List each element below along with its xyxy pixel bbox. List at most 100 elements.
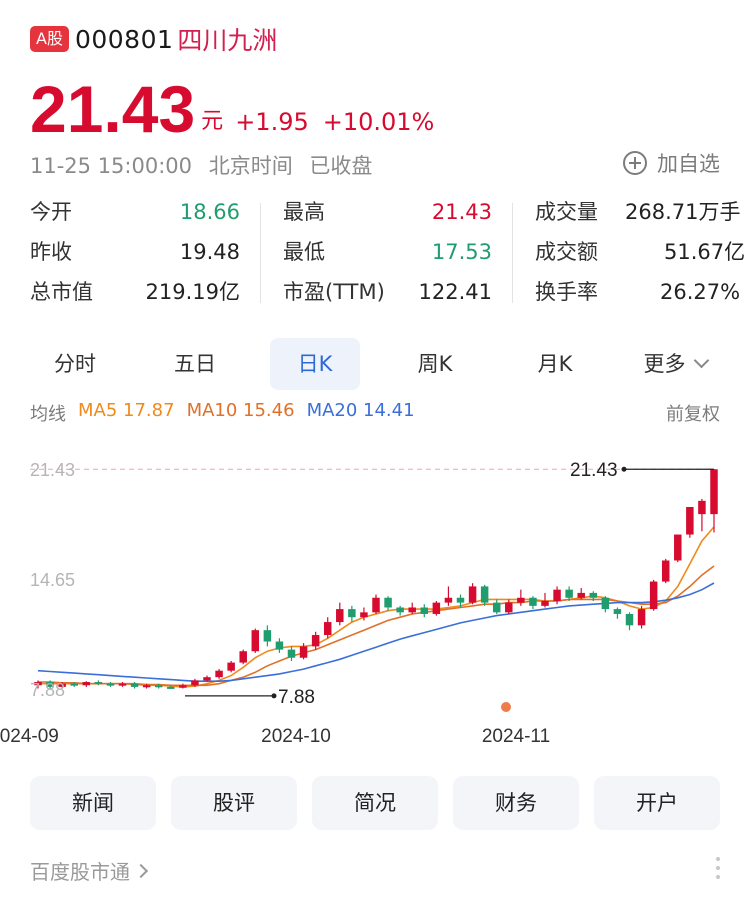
ma-label: 均线 [30,404,66,425]
price-change-percent: +10.01% [322,108,435,136]
candle-body [263,630,272,642]
tab-more-label: 更多 [643,352,686,376]
source-label: 百度股市通 [30,860,130,884]
candle-body [227,662,235,671]
open-value: 18.66 [179,200,240,224]
candle-body [625,613,634,626]
more-menu-icon[interactable] [716,857,720,884]
candle-body [420,607,429,614]
quote-time: 11-25 15:00:00 北京时间 已收盘 [30,150,372,180]
turnover-value: 26.27% [660,280,741,304]
ma-line-ma10 [38,565,715,687]
min-marker-dot [271,693,277,699]
stats-divider [260,203,261,303]
candle-body [396,607,404,613]
tab-five-day[interactable]: 五日 [174,352,216,376]
market-cap-value: 219.19亿 [145,280,240,304]
source-link[interactable]: 百度股市通 [30,856,149,885]
candle-body [239,651,247,663]
price-change: +1.95 [235,108,309,136]
min-price-label: 7.88 [278,687,315,708]
prev-close-label: 昨收 [30,240,72,264]
tab-monthly-k[interactable]: 月K [537,352,573,376]
candle-body [529,597,537,606]
candle-body [191,680,199,686]
candle-body [480,586,489,603]
market-time-label: 北京时间 [208,154,293,178]
candle-body [215,670,223,678]
low-label: 最低 [283,240,325,264]
ma5-value: MA5 17.87 [78,400,175,421]
candle-body [444,597,453,603]
max-price-label: 21.43 [570,460,618,481]
profile-button[interactable]: 简况 [312,776,438,830]
x-tick-label: 2024-11 [482,726,550,747]
prev-close-value: 19.48 [179,240,240,264]
stock-header: A股 000801 四川九洲 [30,22,277,56]
candle-body [287,649,296,658]
candle-body [517,597,525,603]
tab-intraday[interactable]: 分时 [54,352,96,376]
candle-body [577,592,585,598]
price-row: 21.43 元 +1.95 +10.01% [30,72,434,142]
chart-labels: 21.43 14.65 7.88 21.43 7.88 2024-09 2024-10 202… [0,460,714,747]
candle-body [46,682,54,687]
candle-body [710,469,718,515]
high-value: 21.43 [431,200,492,224]
plus-circle-icon [623,151,647,175]
candle-body [601,597,610,610]
candle-body [275,641,284,650]
candle-body [698,500,706,515]
candle-body [492,602,501,613]
candle-body [674,534,682,561]
news-button[interactable]: 新闻 [30,776,156,830]
ma10-value: MA10 15.46 [186,400,295,421]
amount-label: 成交额 [535,240,598,264]
candle-body [360,612,368,618]
candle-body [179,685,187,688]
action-buttons: 新闻 股评 简况 财务 开户 [30,776,720,830]
pe-label: 市盈(TTM) [283,280,385,304]
candle-body [130,683,139,687]
tab-more[interactable]: 更多 [625,338,725,390]
candle-body [142,685,151,688]
candle-body [408,607,416,613]
candle-body [456,597,465,603]
candle-body [34,682,42,686]
candle-body [336,609,344,623]
low-value: 17.53 [431,240,492,264]
price-adjust-toggle[interactable]: 前复权 [666,404,720,425]
candle-body [154,685,163,688]
add-watchlist-button[interactable]: 加自选 [623,148,720,178]
candle-body [323,622,332,636]
finance-button[interactable]: 财务 [453,776,579,830]
candle-body [118,683,127,686]
candle-body [82,682,91,686]
current-price: 21.43 [30,72,196,146]
ma20-value: MA20 14.41 [306,400,415,421]
tab-weekly-k[interactable]: 周K [417,352,453,376]
candle-body [565,589,573,598]
candle-body [251,630,260,652]
candle-body [384,597,392,608]
turnover-label: 换手率 [535,280,598,304]
candle-body [106,683,115,686]
open-account-button[interactable]: 开户 [594,776,720,830]
x-tick-label: 2024-10 [261,726,331,747]
tab-daily-k[interactable]: 日K [270,338,360,390]
candle-body [94,682,103,685]
stats-divider [512,203,513,303]
candle-body [372,597,380,613]
candle-body [70,683,78,686]
comments-button[interactable]: 股评 [171,776,297,830]
kline-chart[interactable]: 21.43 14.65 7.88 21.43 7.88 2024-09 2024-10 202… [0,440,750,760]
stock-name[interactable]: 四川九洲 [177,26,278,55]
candle-body [468,586,477,603]
candle-body [661,560,670,582]
timestamp: 11-25 15:00:00 [30,154,193,178]
ma-line-ma20 [37,582,715,682]
event-marker [501,702,511,712]
candle-body [613,609,622,614]
stock-code: 000801 [74,24,174,54]
candle-body [348,609,356,618]
